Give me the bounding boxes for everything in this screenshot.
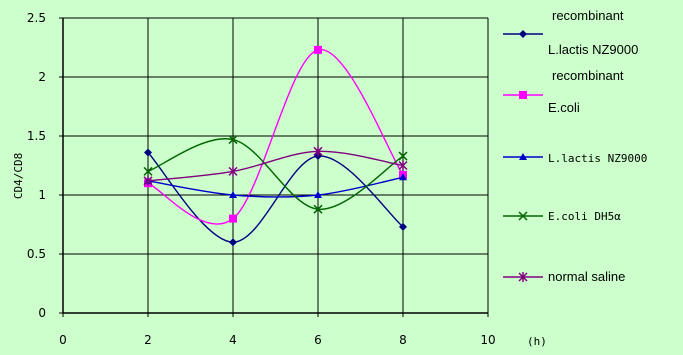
data-point bbox=[398, 151, 408, 161]
y-axis-label: CD4/CD8 bbox=[12, 153, 25, 199]
legend-label: E.coli bbox=[548, 100, 580, 115]
data-point bbox=[228, 135, 238, 145]
x-tick-label: 6 bbox=[314, 333, 322, 347]
y-tick-label: 0.5 bbox=[27, 247, 46, 261]
y-tick-label: 2.5 bbox=[27, 11, 46, 25]
series-line bbox=[147, 49, 404, 225]
legend-item-3: L.lactis NZ9000 bbox=[503, 152, 647, 165]
legend-label: normal saline bbox=[548, 269, 625, 284]
data-point bbox=[314, 191, 322, 198]
legend: recombinant L.lactis NZ9000 recombinant E.c… bbox=[503, 8, 647, 284]
legend-label: E.coli DH5α bbox=[548, 210, 621, 223]
series-layer bbox=[143, 45, 408, 247]
series-line bbox=[147, 150, 404, 182]
data-point bbox=[399, 222, 407, 231]
legend-marker bbox=[518, 272, 528, 282]
legend-item-1: recombinant L.lactis NZ9000 bbox=[503, 8, 638, 57]
legend-item-5: normal saline bbox=[503, 269, 625, 284]
data-point bbox=[313, 204, 323, 214]
y-tick-label: 1 bbox=[38, 188, 46, 202]
grid bbox=[63, 17, 488, 313]
data-point bbox=[399, 173, 407, 181]
legend-item-2: recombinant E.coli bbox=[503, 68, 624, 115]
x-axis-label: (h) bbox=[527, 335, 547, 348]
legend-marker bbox=[518, 211, 528, 221]
data-point bbox=[229, 191, 237, 198]
data-point bbox=[228, 166, 238, 177]
data-point bbox=[313, 146, 323, 157]
data-point bbox=[144, 148, 152, 157]
x-tick-label: 2 bbox=[144, 333, 152, 347]
x-tick-label: 8 bbox=[399, 333, 407, 347]
data-point bbox=[398, 160, 408, 171]
legend-label: recombinant bbox=[552, 8, 624, 23]
legend-item-4: E.coli DH5α bbox=[503, 210, 621, 223]
series-5 bbox=[143, 146, 408, 186]
legend-marker bbox=[519, 153, 527, 160]
y-tick-label: 0 bbox=[38, 306, 46, 320]
data-point bbox=[229, 214, 237, 223]
data-point bbox=[229, 238, 237, 247]
data-point bbox=[314, 45, 322, 54]
y-tick-label: 2 bbox=[38, 70, 46, 84]
y-tick-labels: 0 0.5 1 1.5 2 2.5 bbox=[27, 11, 46, 320]
x-tick-label: 10 bbox=[480, 333, 495, 347]
data-point bbox=[143, 175, 153, 186]
axes bbox=[59, 17, 489, 317]
x-tick-label: 4 bbox=[229, 333, 237, 347]
series-line bbox=[147, 152, 404, 243]
y-tick-label: 1.5 bbox=[27, 129, 46, 143]
legend-label: L.lactis NZ9000 bbox=[548, 152, 647, 165]
legend-label: recombinant bbox=[552, 68, 624, 83]
series-line bbox=[147, 138, 404, 210]
legend-marker bbox=[519, 91, 527, 99]
series-4 bbox=[143, 135, 408, 214]
x-tick-labels: 0 2 4 6 8 10 bbox=[59, 333, 495, 347]
data-point bbox=[143, 166, 153, 176]
x-tick-label: 0 bbox=[59, 333, 67, 347]
legend-marker bbox=[519, 30, 527, 38]
legend-label: L.lactis NZ9000 bbox=[548, 42, 638, 57]
